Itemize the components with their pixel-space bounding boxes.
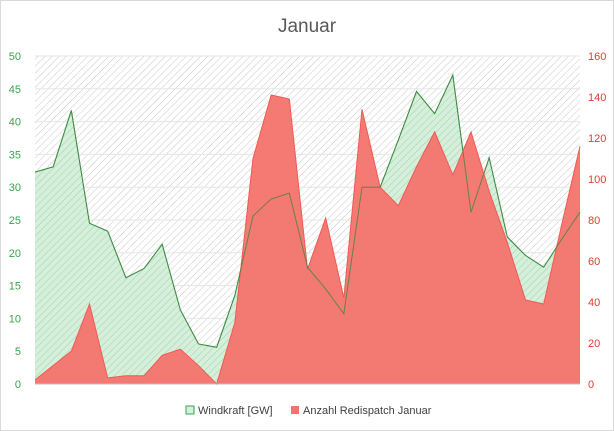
redispatch-line: [34, 94, 581, 385]
left-tick-label: 20: [9, 248, 21, 260]
legend-swatch-windkraft: [185, 405, 195, 415]
left-tick-label: 40: [9, 117, 21, 129]
left-tick-label: 5: [15, 346, 21, 358]
right-tick-label: 80: [588, 215, 600, 227]
right-tick-label: 140: [588, 92, 606, 104]
right-tick-label: 60: [588, 256, 600, 268]
chart-title: Januar: [278, 16, 337, 37]
left-tick-label: 45: [9, 84, 21, 96]
legend-label-windkraft: Windkraft [GW]: [198, 405, 273, 417]
series-layer: [34, 73, 581, 385]
right-tick-label: 120: [588, 133, 606, 145]
right-tick-label: 160: [588, 51, 606, 63]
legend-swatch-redispatch: [291, 406, 299, 414]
right-axis-ticks: 0 20 40 60 80 100 120 140 160: [588, 51, 606, 391]
left-tick-label: 30: [9, 182, 21, 194]
redispatch-area: [35, 94, 580, 384]
left-tick-label: 0: [15, 379, 21, 391]
legend-label-redispatch: Anzahl Redispatch Januar: [303, 405, 432, 417]
right-tick-label: 20: [588, 338, 600, 350]
right-tick-label: 40: [588, 297, 600, 309]
left-axis-ticks: 0 5 10 15 20 25 30 35 40 45 50: [9, 51, 21, 391]
right-tick-label: 0: [588, 379, 594, 391]
left-tick-label: 15: [9, 281, 21, 293]
left-tick-label: 10: [9, 313, 21, 325]
left-tick-label: 25: [9, 215, 21, 227]
windkraft-line-top: [34, 73, 581, 348]
right-tick-label: 100: [588, 174, 606, 186]
left-tick-label: 50: [9, 51, 21, 63]
left-tick-label: 35: [9, 149, 21, 161]
legend: Windkraft [GW] Anzahl Redispatch Januar: [185, 405, 432, 417]
